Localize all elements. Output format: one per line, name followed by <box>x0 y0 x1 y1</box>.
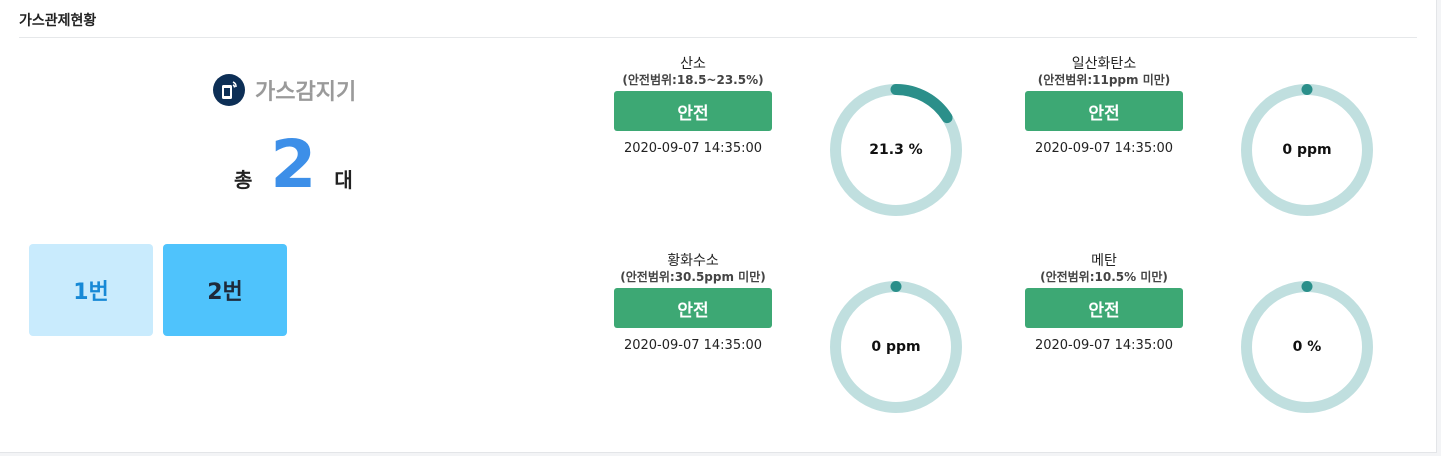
gauge-ring <box>830 281 962 413</box>
gas-card-methane: 메탄 (안전범위:10.5% 미만) 안전 2020-09-07 14:35:0… <box>1025 254 1183 353</box>
gauge-value: 21.3 % <box>869 142 923 158</box>
gas-detector-icon <box>213 74 245 106</box>
gauge-fill <box>830 281 962 413</box>
gauge-fill <box>1241 281 1373 413</box>
gauge-value: 0 % <box>1292 339 1322 355</box>
gas-timestamp: 2020-09-07 14:35:00 <box>623 338 763 353</box>
gauge-value: 0 ppm <box>1282 142 1332 158</box>
gas-name: 일산화탄소 <box>1071 56 1137 72</box>
gas-safe-range: (안전범위:30.5ppm 미만) <box>620 270 766 284</box>
gas-card-carbon-monoxide: 일산화탄소 (안전범위:11ppm 미만) 안전 2020-09-07 14:3… <box>1025 57 1183 156</box>
gas-timestamp: 2020-09-07 14:35:00 <box>623 141 763 156</box>
gauge-methane: 0 % <box>1241 281 1373 413</box>
gas-safe-range: (안전범위:10.5% 미만) <box>1040 270 1168 284</box>
gas-name: 황화수소 <box>667 253 719 269</box>
gas-name: 메탄 <box>1091 253 1117 269</box>
gas-timestamp: 2020-09-07 14:35:00 <box>1034 338 1174 353</box>
gauge-ring <box>1241 84 1373 216</box>
gauge-value: 0 ppm <box>871 339 921 355</box>
panel-title: 가스관제현황 <box>19 13 97 29</box>
gauge-ring <box>1241 281 1373 413</box>
gauge-hydrogen-sulfide: 0 ppm <box>830 281 962 413</box>
gauge-carbon-monoxide: 0 ppm <box>1241 84 1373 216</box>
unit-1-button[interactable]: 1번 <box>29 244 153 336</box>
gas-safe-range: (안전범위:11ppm 미만) <box>1037 73 1171 87</box>
gauge-fill <box>830 84 962 216</box>
total-count-row: 총 2 대 <box>234 132 353 212</box>
total-count: 2 <box>270 126 317 203</box>
gauge-ring <box>830 84 962 216</box>
gauge-fill <box>1241 84 1373 216</box>
gas-status-badge: 안전 <box>614 288 772 328</box>
total-suffix: 대 <box>334 168 353 192</box>
title-divider <box>19 37 1417 38</box>
detector-label: 가스감지기 <box>255 80 357 105</box>
gauge-oxygen: 21.3 % <box>830 84 962 216</box>
gas-card-hydrogen-sulfide: 황화수소 (안전범위:30.5ppm 미만) 안전 2020-09-07 14:… <box>614 254 772 353</box>
detector-header: 가스감지기 <box>213 74 356 106</box>
total-prefix: 총 <box>234 168 253 192</box>
gas-name: 산소 <box>680 56 706 72</box>
gas-safe-range: (안전범위:18.5~23.5%) <box>622 73 764 87</box>
gas-status-badge: 안전 <box>614 91 772 131</box>
unit-2-button[interactable]: 2번 <box>163 244 287 336</box>
gas-timestamp: 2020-09-07 14:35:00 <box>1034 141 1174 156</box>
gas-card-oxygen: 산소 (안전범위:18.5~23.5%) 안전 2020-09-07 14:35… <box>614 57 772 156</box>
gas-status-badge: 안전 <box>1025 288 1183 328</box>
gas-status-badge: 안전 <box>1025 91 1183 131</box>
